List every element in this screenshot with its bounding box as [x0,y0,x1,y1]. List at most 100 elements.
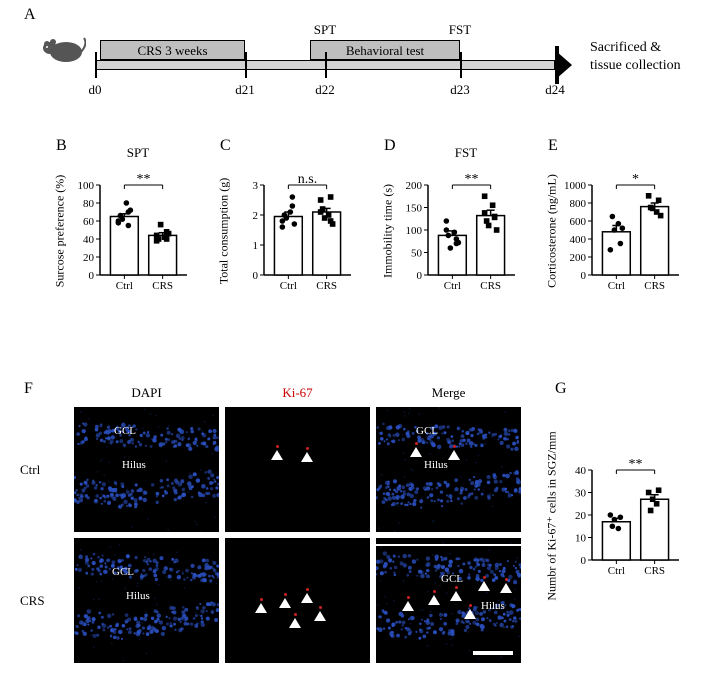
ki67-arrow [450,591,462,601]
svg-text:0: 0 [581,270,587,282]
micro-ctrl-ki67 [225,407,370,532]
svg-text:200: 200 [406,180,423,192]
svg-text:**: ** [629,457,643,472]
svg-text:Ctrl: Ctrl [444,280,461,292]
ki67-arrow [410,447,422,457]
hilus-label-crs-merge: Hilus [481,600,505,612]
svg-text:400: 400 [570,234,587,246]
micro-ctrl-dapi: GCL Hilus [74,407,219,532]
svg-text:10: 10 [575,533,587,545]
sacrifice-text-1: Sacrificed & [590,40,661,56]
ki67-arrow [301,593,313,603]
hilus-label: Hilus [122,459,146,471]
crs-box: CRS 3 weeks [100,40,245,60]
svg-text:CRS: CRS [316,280,337,292]
svg-text:CRS: CRS [480,280,501,292]
svg-text:50: 50 [411,248,423,260]
svg-text:n.s.: n.s. [298,172,317,187]
svg-text:1000: 1000 [564,180,587,192]
panelG-ylabel: Numbr of Ki-67⁺ cells in SGZ/mm [545,431,560,600]
panelE-chart: Corticosterone (ng/mL)02004006008001000*… [560,145,700,320]
svg-text:800: 800 [570,198,587,210]
header-dapi: DAPI [74,385,219,401]
panelD-title: FST [396,145,536,161]
panelB-chart: SPTSurcose preference (%)020406080100**C… [68,145,208,320]
micro-crs-ki67 [225,538,370,663]
svg-text:40: 40 [83,234,95,246]
svg-text:1: 1 [253,240,259,252]
micro-crs-merge: GCL Hilus [376,538,521,663]
panelB-title: SPT [68,145,208,161]
panelG-chart: Numbr of Ki-67⁺ cells in SGZ/mm010203040… [560,430,700,605]
panel-d-label: D [384,137,396,155]
svg-text:CRS: CRS [644,565,665,577]
hilus-label-crs: Hilus [126,590,150,602]
svg-text:2: 2 [253,210,259,222]
spt-label: SPT [314,22,336,38]
ki67-arrow [478,581,490,591]
svg-text:0: 0 [417,270,423,282]
ki67-arrow [255,603,267,613]
tick-d23 [460,52,462,78]
svg-text:200: 200 [570,252,587,264]
ki67-arrow [428,595,440,605]
sacrifice-text-2: tissue collection [590,58,681,74]
ki67-arrow [289,618,301,628]
timeline-arrow [556,51,572,79]
tick-d21 [245,52,247,78]
gcl-label-crs-merge: GCL [441,573,463,585]
svg-text:**: ** [465,172,479,187]
svg-text:80: 80 [83,198,95,210]
svg-text:600: 600 [570,216,587,228]
svg-text:100: 100 [78,180,95,192]
panel-a-timeline: CRS 3 weeks Behavioral test SPT FST d0 d… [20,10,690,110]
ki67-arrow [448,450,460,460]
svg-text:Ctrl: Ctrl [608,565,625,577]
svg-text:CRS: CRS [644,280,665,292]
divider-line [376,544,521,546]
svg-text:20: 20 [575,510,587,522]
tick-label-d23: d23 [450,82,470,98]
panelD-chart: FSTImmobility time (s)050100150200**Ctrl… [396,145,536,320]
behavioral-box: Behavioral test [310,40,460,60]
panelE-ylabel: Corticosterone (ng/mL) [545,174,560,288]
ki67-arrow [314,611,326,621]
panel-f-micrographs: DAPI Ki-67 Merge Ctrl GCL Hilus GCL Hilu… [20,385,530,663]
svg-text:0: 0 [89,270,95,282]
tick-d0 [95,52,97,78]
header-ki67: Ki-67 [225,385,370,401]
panelB-ylabel: Surcose preference (%) [53,174,68,287]
row-crs: CRS [20,538,68,663]
svg-text:Ctrl: Ctrl [608,280,625,292]
svg-text:3: 3 [253,180,259,192]
mouse-icon [38,32,86,66]
row-ctrl: Ctrl [20,407,68,532]
panelD-ylabel: Immobility time (s) [381,184,396,278]
ki67-arrow [464,609,476,619]
svg-text:CRS: CRS [152,280,173,292]
panelC-chart: Total consumption (g)0123n.s.CtrlCRS [232,145,372,320]
micro-crs-dapi: GCL Hilus [74,538,219,663]
panel-g-label: G [555,380,567,398]
tick-d22 [325,52,327,78]
ki67-arrow [271,450,283,460]
header-merge: Merge [376,385,521,401]
tick-label-d0: d0 [89,82,102,98]
svg-text:150: 150 [406,203,423,215]
fst-label: FST [449,22,471,38]
ki67-arrow [279,598,291,608]
gcl-label: GCL [114,425,136,437]
panel-c-label: C [220,137,231,155]
gcl-label-merge: GCL [416,425,438,437]
svg-text:40: 40 [575,465,587,477]
svg-text:20: 20 [83,252,95,264]
tick-label-d22: d22 [315,82,335,98]
svg-text:**: ** [137,172,151,187]
panel-b-label: B [56,137,67,155]
svg-text:Ctrl: Ctrl [116,280,133,292]
svg-text:0: 0 [581,555,587,567]
svg-text:0: 0 [253,270,259,282]
tick-label-d21: d21 [235,82,255,98]
ki67-arrow [500,583,512,593]
ki67-arrow [402,601,414,611]
